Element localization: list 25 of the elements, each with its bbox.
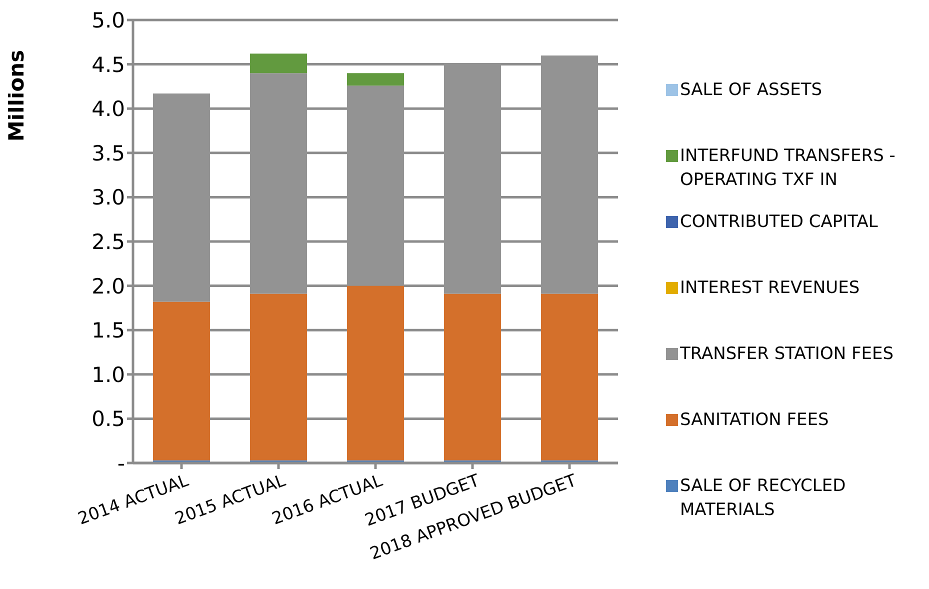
legend-label: SALE OF RECYCLED MATERIALS (680, 475, 847, 522)
y-tick-label: 3.0 (92, 186, 125, 210)
legend-label: INTERFUND TRANSFERS - OPERATING TXF IN (680, 145, 896, 192)
bar (541, 294, 598, 460)
bar (250, 54, 307, 74)
legend-label: SALE OF ASSETS (680, 79, 822, 102)
legend-label: INTEREST REVENUES (680, 277, 860, 300)
y-tick-label: 0.5 (92, 407, 125, 432)
y-tick-label: 4.0 (92, 97, 125, 122)
bar (250, 294, 307, 460)
bar (153, 302, 210, 460)
y-tick-label: 5.0 (92, 8, 125, 32)
legend-label: TRANSFER STATION FEES (680, 343, 894, 366)
y-tick-label: 1.0 (92, 362, 125, 387)
y-tick-label: 3.5 (92, 141, 125, 166)
legend-label: CONTRIBUTED CAPITAL (680, 211, 878, 234)
bar (444, 294, 501, 460)
bar (347, 286, 404, 460)
y-tick-label: - (117, 451, 125, 476)
legend-label: SANITATION FEES (680, 409, 829, 432)
y-tick-label: 4.5 (92, 52, 125, 77)
y-tick-label: 2.5 (92, 230, 125, 254)
y-tick-label: 2.0 (92, 274, 125, 298)
bar (347, 73, 404, 86)
y-tick-label: 1.5 (92, 318, 125, 343)
